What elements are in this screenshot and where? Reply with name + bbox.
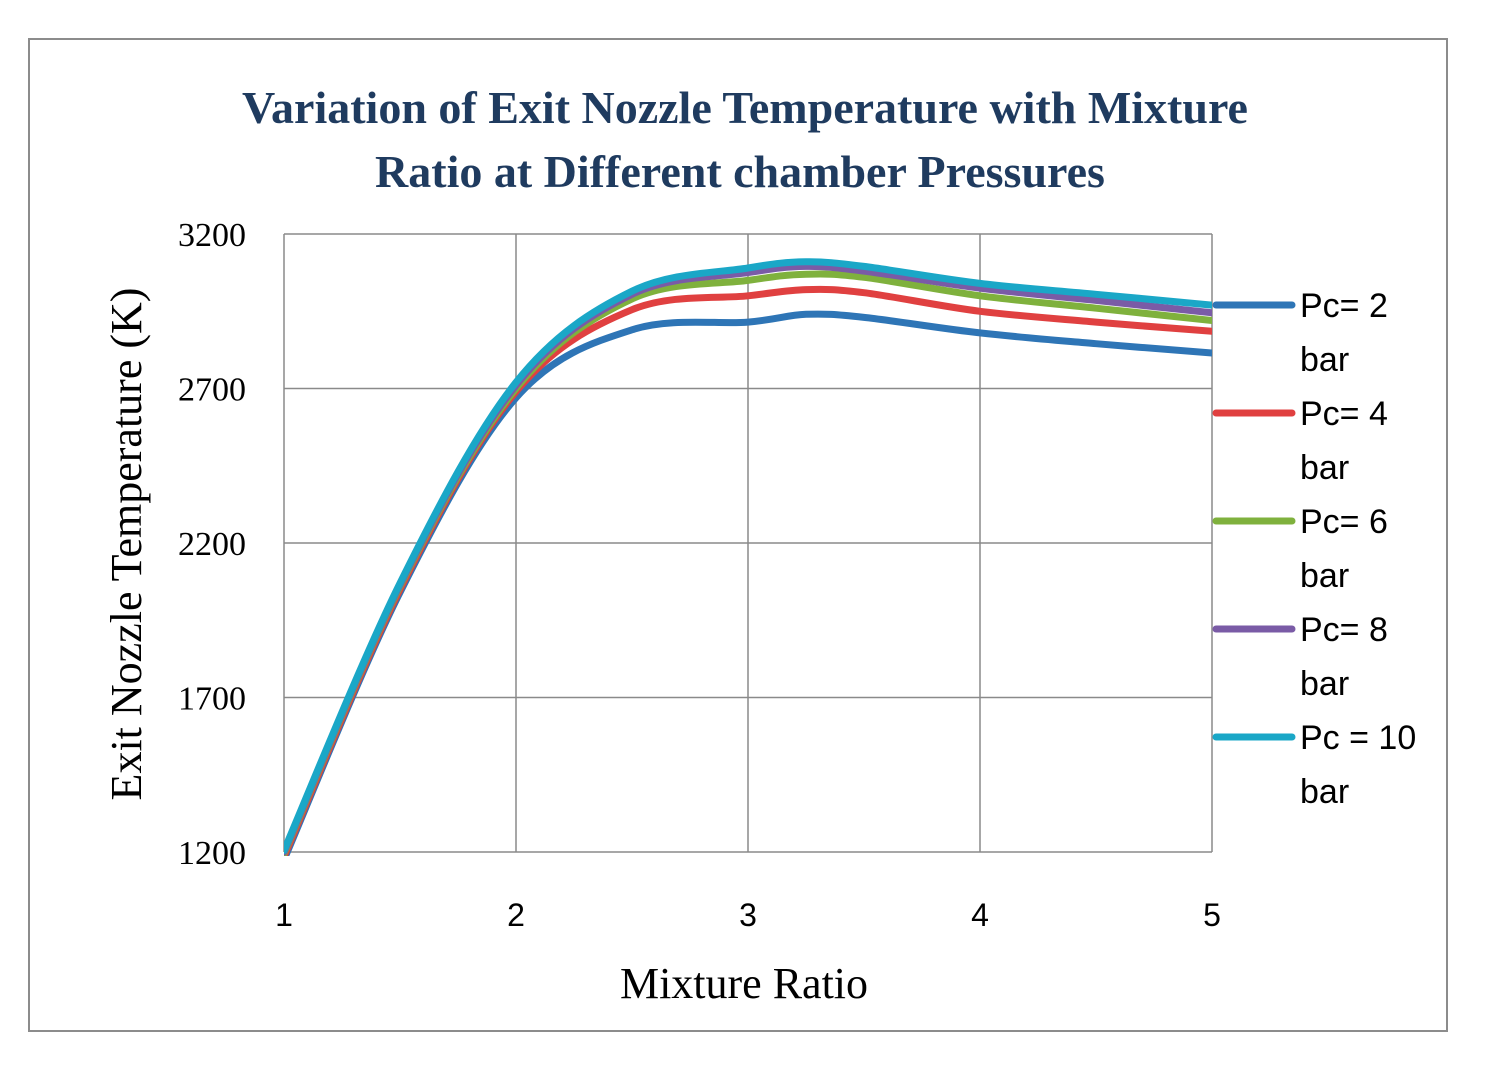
y-tick-label: 3200 — [178, 217, 246, 254]
chart-svg: Variation of Exit Nozzle Temperature wit… — [102, 82, 1416, 1008]
x-tick-label: 5 — [1203, 897, 1221, 933]
legend-label-5: Pc = 10 — [1300, 719, 1416, 757]
legend-label-1: Pc= 2 — [1300, 287, 1388, 325]
legend-label-unit-4: bar — [1300, 665, 1349, 703]
chart-title-line-2: Ratio at Different chamber Pressures — [375, 146, 1105, 197]
gridlines — [283, 233, 1213, 853]
y-tick-label: 1200 — [178, 835, 246, 872]
legend-label-unit-2: bar — [1300, 449, 1349, 487]
x-tick-label: 3 — [739, 897, 757, 933]
legend: Pc= 2 bar Pc= 4 bar Pc= 6 bar Pc= 8 bar Pc = 10 b… — [1212, 287, 1416, 811]
x-tick-label: 2 — [507, 897, 525, 933]
legend-label-4: Pc= 8 — [1300, 611, 1388, 649]
series-lines — [284, 258, 1212, 856]
legend-label-3: Pc= 6 — [1300, 503, 1388, 541]
y-axis-label: Exit Nozzle Temperature (K) — [102, 288, 151, 801]
chart-title-line-1: Variation of Exit Nozzle Temperature wit… — [242, 82, 1248, 133]
legend-label-unit-5: bar — [1300, 773, 1349, 811]
y-tick-label: 2200 — [178, 526, 246, 563]
y-tick-label: 2700 — [178, 372, 246, 409]
y-tick-label: 1700 — [178, 681, 246, 718]
legend-label-unit-1: bar — [1300, 341, 1349, 379]
axis-ticks: 1200 1700 2200 2700 3200 1 2 3 4 5 — [178, 217, 1221, 933]
legend-label-2: Pc= 4 — [1300, 395, 1388, 433]
x-tick-label: 4 — [971, 897, 989, 933]
chart-frame: Variation of Exit Nozzle Temperature wit… — [28, 38, 1448, 1032]
x-axis-label: Mixture Ratio — [620, 959, 868, 1008]
legend-label-unit-3: bar — [1300, 557, 1349, 595]
x-tick-label: 1 — [275, 897, 293, 933]
series-line-5 — [284, 258, 1212, 854]
